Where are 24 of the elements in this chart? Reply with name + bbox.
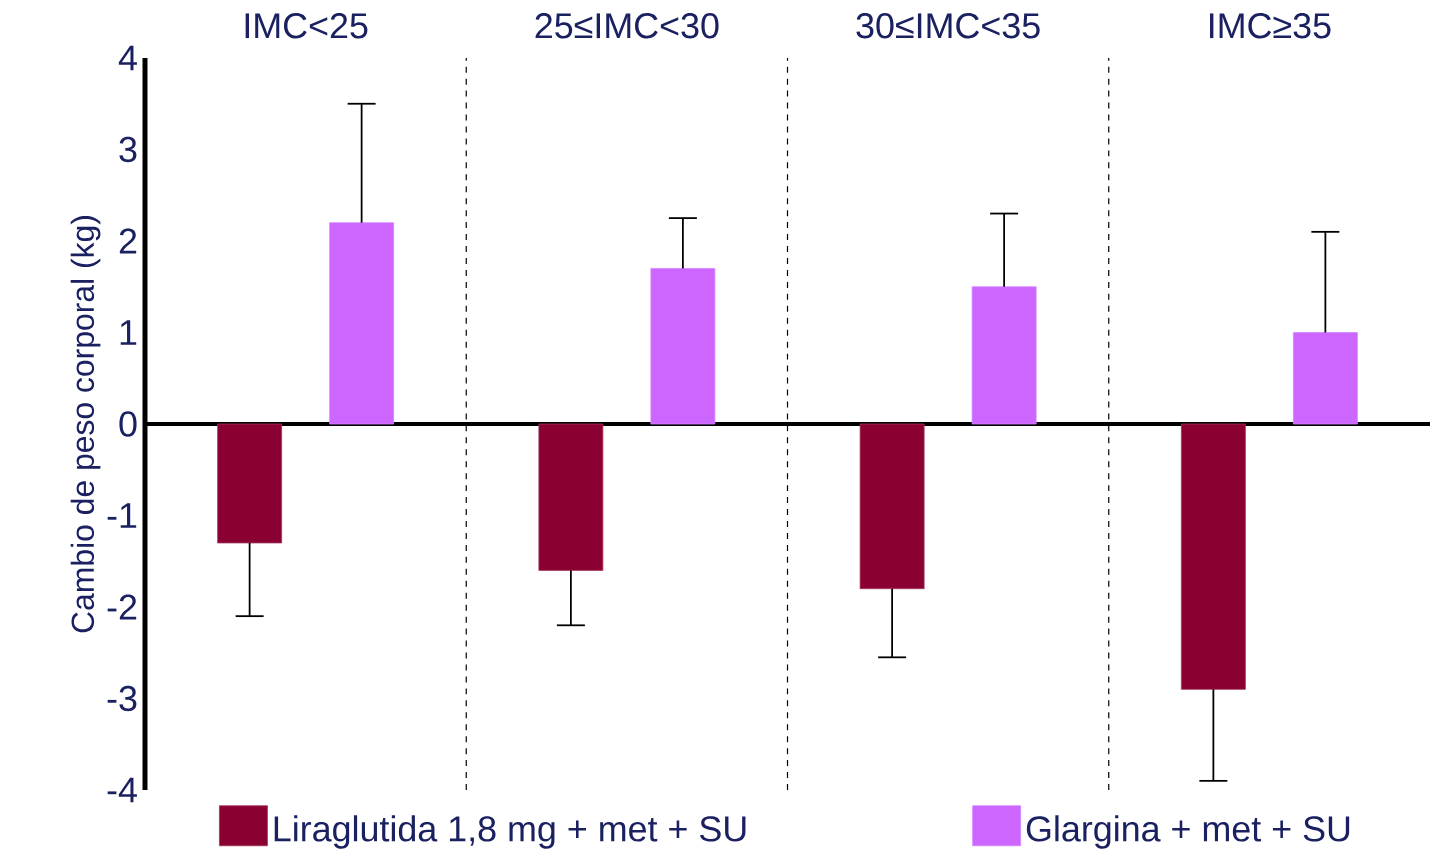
bar <box>329 222 395 425</box>
y-tick-label: 3 <box>119 136 137 163</box>
y-tick-label: 4 <box>118 45 137 71</box>
y-tick-label: -1 <box>107 503 137 528</box>
legend-label: Glargina + met + SU <box>1026 815 1350 849</box>
y-tick-label: -2 <box>107 594 137 620</box>
bar <box>971 286 1037 425</box>
legend-label: Liraglutida 1,8 mg + met + SU <box>274 815 746 849</box>
x-tick-label: IMC<25 <box>245 13 368 39</box>
bar <box>1292 332 1358 425</box>
y-tick-label: 2 <box>119 228 137 254</box>
y-tick-label: -3 <box>107 685 137 712</box>
x-tick-label: IMC≥35 <box>1210 13 1331 39</box>
y-axis-title: Cambio de peso corporal (kg) <box>70 216 101 633</box>
bar <box>1180 423 1246 690</box>
bar <box>859 423 925 590</box>
x-tick-label: 30≤IMC<35 <box>856 13 1040 39</box>
x-tick-label: 25≤IMC<30 <box>535 13 719 39</box>
bar <box>650 268 716 425</box>
y-tick-label: 0 <box>119 411 137 437</box>
bar <box>217 423 283 544</box>
y-tick-label: -4 <box>107 777 137 803</box>
bar <box>538 423 604 571</box>
y-tick-label: 1 <box>120 320 137 345</box>
